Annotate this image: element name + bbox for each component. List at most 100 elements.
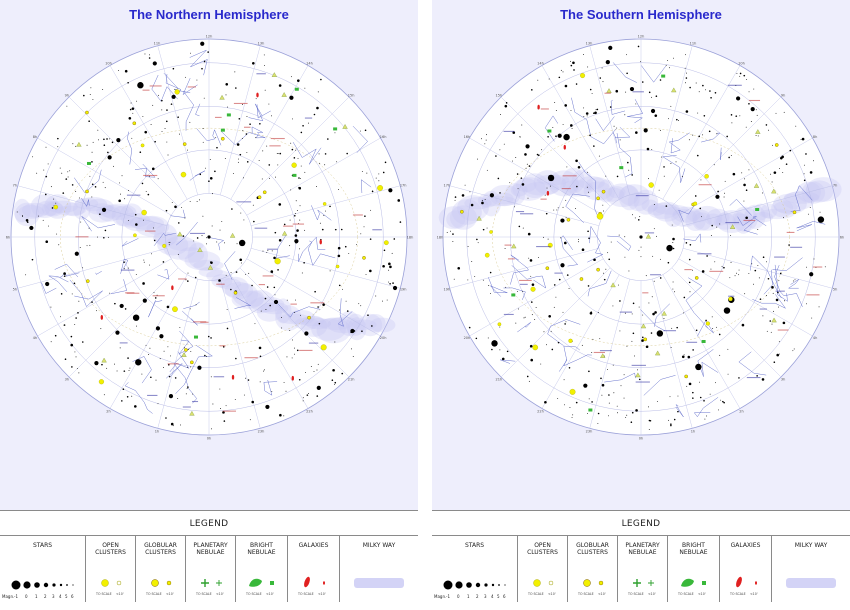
star (666, 244, 673, 252)
star (609, 106, 612, 108)
constellation-label-mark (270, 137, 285, 140)
star (640, 61, 642, 63)
right-ascension-label: 17h (400, 183, 407, 187)
legend-star-magnitudes (443, 580, 506, 590)
constellation-label-mark (642, 292, 649, 294)
star (365, 273, 367, 275)
star (82, 267, 84, 269)
star (89, 175, 91, 177)
legend-planetary-nebulae-label: PLANETARY NEBULAE (193, 542, 228, 556)
star (334, 228, 337, 231)
milky-way-cloud (275, 305, 302, 331)
constellation-figure (189, 49, 208, 76)
deep-sky-objects (460, 73, 797, 412)
galaxy (291, 375, 294, 381)
star (723, 196, 725, 198)
star (758, 277, 760, 279)
star (202, 215, 204, 217)
star (724, 180, 726, 182)
star (263, 370, 265, 372)
open-cluster (497, 322, 502, 327)
star (730, 261, 732, 263)
constellation-label-mark (126, 194, 141, 196)
constellation-label-mark (262, 275, 274, 277)
star (101, 207, 107, 212)
star (588, 370, 590, 373)
star (670, 162, 672, 164)
legend-bright-nebulae-cell: BRIGHT NEBULAE TO SCALE <10' (667, 536, 719, 602)
star (260, 310, 262, 312)
star (801, 137, 805, 141)
star (90, 87, 92, 89)
constellation-label-mark (142, 89, 150, 91)
star (67, 171, 69, 173)
star (710, 268, 712, 270)
star (342, 288, 343, 290)
star (318, 153, 320, 155)
constellation-figure (616, 133, 633, 178)
star (650, 108, 656, 114)
nebula-marker (76, 141, 82, 147)
galaxy (546, 190, 550, 196)
constellation-label-mark (190, 232, 206, 234)
star (741, 172, 743, 174)
star (504, 104, 508, 108)
star (685, 242, 688, 244)
star (198, 199, 200, 201)
star (104, 229, 107, 232)
constellation-label-mark (561, 188, 571, 190)
right-ascension-label: 22h (537, 410, 544, 414)
star (669, 396, 671, 398)
star (704, 418, 706, 420)
constellation-figure (173, 347, 197, 404)
star (204, 167, 206, 169)
star (521, 183, 525, 186)
star (336, 161, 338, 163)
star (210, 337, 212, 339)
star (263, 369, 265, 371)
bright-nebula (294, 87, 299, 91)
constellation-label-mark (310, 302, 325, 304)
star (270, 270, 274, 273)
milky-way-cloud (288, 309, 315, 325)
star (583, 54, 584, 55)
star (193, 240, 195, 242)
milky-way-cloud (641, 199, 659, 212)
star (153, 292, 155, 294)
star (527, 197, 529, 199)
star (371, 325, 373, 327)
legend-magnitude-value: 1 (467, 594, 470, 599)
star (382, 300, 384, 302)
star (641, 339, 644, 342)
star (512, 160, 513, 162)
star (375, 177, 377, 179)
star (281, 327, 283, 329)
milky-way-cloud (481, 190, 501, 217)
star (681, 355, 685, 359)
star (656, 401, 658, 402)
milky-way-cloud (169, 240, 204, 252)
right-ascension-label: 20h (380, 336, 387, 340)
constellation-label-mark (812, 266, 823, 268)
star (575, 208, 577, 210)
right-ascension-label: 6h (840, 236, 844, 240)
constellation-label-mark (167, 363, 179, 365)
star (485, 134, 487, 136)
star (587, 413, 588, 414)
legend-galaxies-cell: GALAXIES TO SCALE <10' (719, 536, 771, 602)
constellation-figure (763, 269, 773, 295)
star (170, 103, 173, 105)
star (544, 194, 546, 196)
star (773, 171, 777, 174)
star (524, 316, 526, 318)
constellation-figure (693, 397, 719, 418)
star (778, 280, 780, 282)
star (713, 164, 715, 166)
star (172, 425, 174, 427)
right-ascension-line (671, 267, 782, 378)
star (777, 291, 779, 294)
star (182, 235, 185, 237)
star (788, 244, 790, 246)
milky-way-cloud (652, 201, 681, 222)
star (490, 293, 492, 295)
